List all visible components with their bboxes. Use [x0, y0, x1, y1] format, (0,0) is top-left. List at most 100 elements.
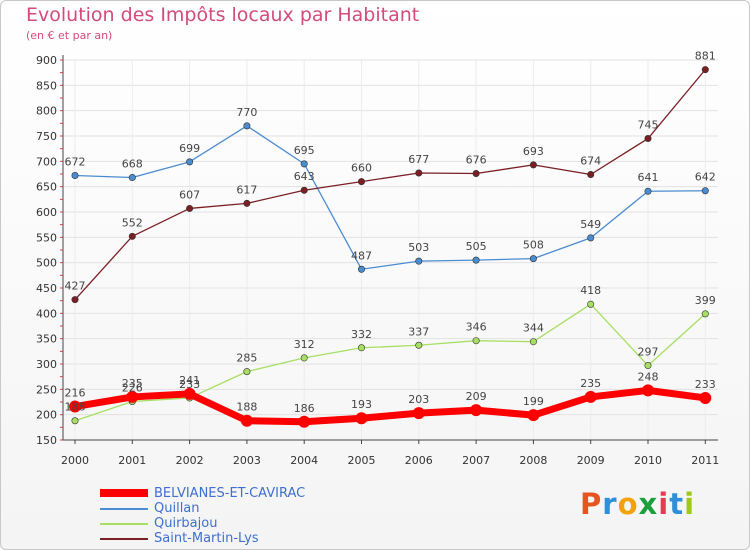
logo-letter: P	[580, 487, 603, 521]
data-label: 332	[351, 328, 372, 341]
data-point	[587, 300, 595, 308]
logo-letter: i	[658, 487, 670, 521]
data-point	[587, 234, 595, 242]
data-label: 186	[294, 402, 315, 415]
legend-label: BELVIANES-ET-CAVIRAC	[154, 486, 306, 501]
data-label: 241	[179, 374, 200, 387]
x-tick-label: 2001	[118, 454, 146, 467]
data-label: 285	[236, 352, 257, 365]
data-point	[300, 354, 308, 362]
data-label: 297	[638, 346, 659, 359]
data-label: 503	[408, 241, 429, 254]
data-label: 770	[236, 106, 257, 119]
data-label: 346	[466, 321, 487, 334]
data-label: 337	[408, 325, 429, 338]
data-label: 235	[122, 377, 143, 390]
data-point	[186, 204, 194, 212]
data-point	[412, 407, 425, 420]
x-tick-label: 2010	[634, 454, 662, 467]
data-point	[243, 122, 251, 130]
data-label: 193	[351, 398, 372, 411]
data-label: 552	[122, 216, 143, 229]
logo-letter: i	[684, 487, 696, 521]
data-label: 677	[408, 153, 429, 166]
x-tick-label: 2003	[233, 454, 261, 467]
data-point	[472, 169, 480, 177]
y-tick-label: 400	[36, 307, 57, 320]
data-label: 188	[65, 401, 86, 414]
data-label: 427	[65, 280, 86, 293]
data-point	[357, 178, 365, 186]
data-label: 233	[695, 378, 716, 391]
y-tick-label: 750	[36, 130, 57, 143]
legend-swatch	[100, 523, 148, 525]
data-point	[527, 409, 540, 422]
series-line-3	[74, 69, 706, 301]
logo-letter: o	[617, 487, 639, 521]
y-tick-label: 150	[36, 434, 57, 447]
x-tick-label: 2008	[519, 454, 547, 467]
data-label: 248	[638, 370, 659, 383]
data-point	[470, 404, 483, 417]
y-tick-label: 350	[36, 333, 57, 346]
data-label: 607	[179, 188, 200, 201]
data-label: 642	[695, 171, 716, 184]
data-label: 641	[638, 171, 659, 184]
data-label: 660	[351, 162, 372, 175]
y-tick-label: 550	[36, 231, 57, 244]
data-point	[701, 187, 709, 195]
logo-letter: t	[669, 487, 685, 521]
data-label: 209	[466, 390, 487, 403]
data-label: 745	[638, 119, 659, 132]
data-point	[415, 169, 423, 177]
data-point	[71, 172, 79, 180]
data-point	[529, 338, 537, 346]
data-label: 643	[294, 170, 315, 183]
legend-label: Quirbajou	[154, 516, 218, 531]
data-label: 216	[65, 387, 86, 400]
data-point	[243, 368, 251, 376]
x-tick-label: 2007	[462, 454, 490, 467]
series-line-1	[74, 125, 706, 270]
data-label: 676	[466, 153, 487, 166]
y-tick-label: 650	[36, 181, 57, 194]
legend-swatch	[100, 508, 148, 510]
x-tick-label: 2006	[405, 454, 433, 467]
y-tick-label: 200	[36, 409, 57, 422]
data-point	[472, 256, 480, 264]
logo-letter: x	[638, 487, 659, 521]
data-point	[644, 187, 652, 195]
chart-title: Evolution des Impôts locaux par Habitant	[26, 4, 420, 26]
y-tick-label: 300	[36, 358, 57, 371]
data-label: 617	[236, 183, 257, 196]
data-label: 312	[294, 338, 315, 351]
data-label: 668	[122, 158, 143, 171]
data-point	[701, 66, 709, 74]
x-tick-label: 2005	[348, 454, 376, 467]
data-label: 487	[351, 249, 372, 262]
series-line-0	[74, 386, 706, 426]
y-tick-label: 250	[36, 383, 57, 396]
legend-label: Quillan	[154, 501, 200, 516]
data-point	[529, 255, 537, 263]
data-point	[186, 158, 194, 166]
data-label: 399	[695, 294, 716, 307]
data-label: 233	[179, 378, 200, 391]
data-label: 881	[695, 50, 716, 63]
data-point	[357, 344, 365, 352]
x-tick-label: 2000	[61, 454, 89, 467]
data-label: 188	[236, 401, 257, 414]
y-tick-label: 600	[36, 206, 57, 219]
logo-letter: r	[602, 487, 618, 521]
data-point	[355, 412, 368, 425]
data-label: 235	[580, 377, 601, 390]
x-tick-label: 2009	[577, 454, 605, 467]
y-tick-label: 500	[36, 257, 57, 270]
data-point	[128, 232, 136, 240]
chart-subtitle: (en € et par an)	[26, 29, 113, 42]
data-label: 418	[580, 284, 601, 297]
data-point	[584, 390, 597, 403]
data-point	[126, 390, 139, 403]
data-point	[357, 265, 365, 273]
